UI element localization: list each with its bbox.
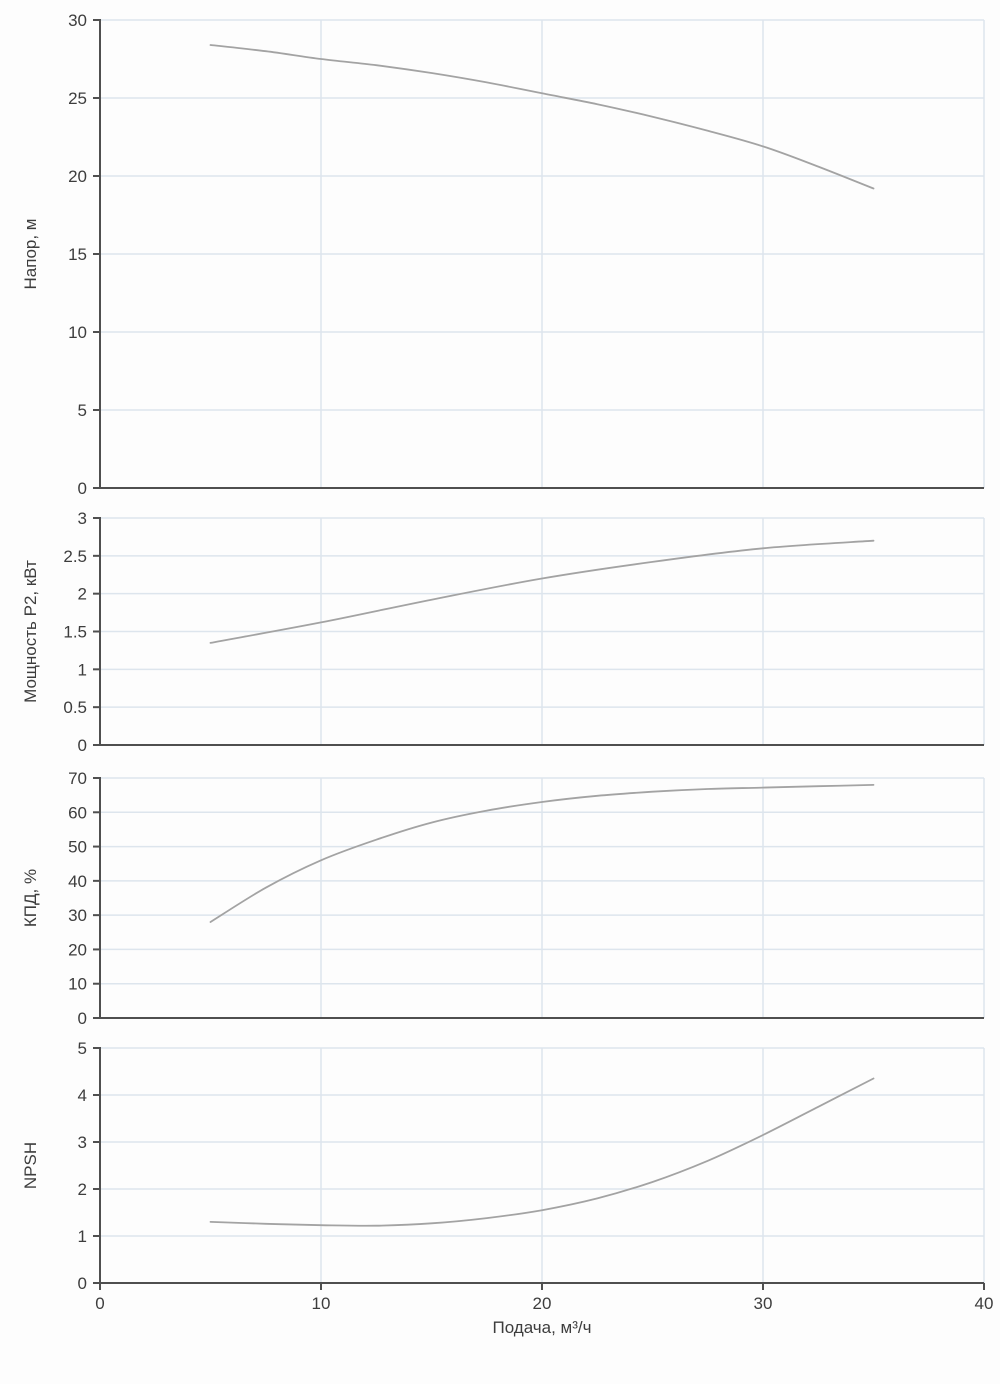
y-tick-label: 4 (78, 1086, 87, 1105)
y-tick-label: 10 (68, 323, 87, 342)
y-axis-title: КПД, % (21, 869, 40, 927)
y-axis-title: Напор, м (21, 219, 40, 290)
data-curve (209, 44, 875, 190)
y-tick-label: 0 (78, 479, 87, 498)
y-tick-label: 20 (68, 167, 87, 186)
y-tick-label: 0 (78, 1274, 87, 1293)
y-tick-label: 70 (68, 769, 87, 788)
y-tick-label: 25 (68, 89, 87, 108)
y-tick-label: 2 (78, 1180, 87, 1199)
y-tick-label: 2.5 (63, 547, 87, 566)
y-tick-label: 1 (78, 1227, 87, 1246)
x-tick-label: 30 (754, 1294, 773, 1313)
y-tick-label: 15 (68, 245, 87, 264)
data-curve (209, 539, 875, 644)
y-tick-label: 2 (78, 585, 87, 604)
y-tick-label: 5 (78, 1039, 87, 1058)
x-tick-label: 0 (95, 1294, 104, 1313)
y-tick-label: 0.5 (63, 698, 87, 717)
x-tick-label: 40 (975, 1294, 994, 1313)
y-tick-label: 3 (78, 1133, 87, 1152)
data-curve (209, 784, 875, 923)
data-curve (209, 1077, 875, 1227)
y-tick-label: 50 (68, 838, 87, 857)
y-tick-label: 1.5 (63, 623, 87, 642)
y-tick-label: 1 (78, 660, 87, 679)
y-tick-label: 5 (78, 401, 87, 420)
x-tick-label: 10 (312, 1294, 331, 1313)
y-tick-label: 30 (68, 906, 87, 925)
y-tick-label: 30 (68, 11, 87, 30)
x-tick-label: 20 (533, 1294, 552, 1313)
y-tick-label: 0 (78, 736, 87, 755)
y-tick-label: 60 (68, 803, 87, 822)
y-tick-label: 3 (78, 509, 87, 528)
y-tick-label: 10 (68, 975, 87, 994)
y-tick-label: 0 (78, 1009, 87, 1028)
y-axis-title: Мощность P2, кВт (21, 560, 40, 703)
y-tick-label: 40 (68, 872, 87, 891)
y-axis-title: NPSH (21, 1142, 40, 1189)
x-axis-title: Подача, м³/ч (493, 1318, 592, 1337)
y-tick-label: 20 (68, 940, 87, 959)
